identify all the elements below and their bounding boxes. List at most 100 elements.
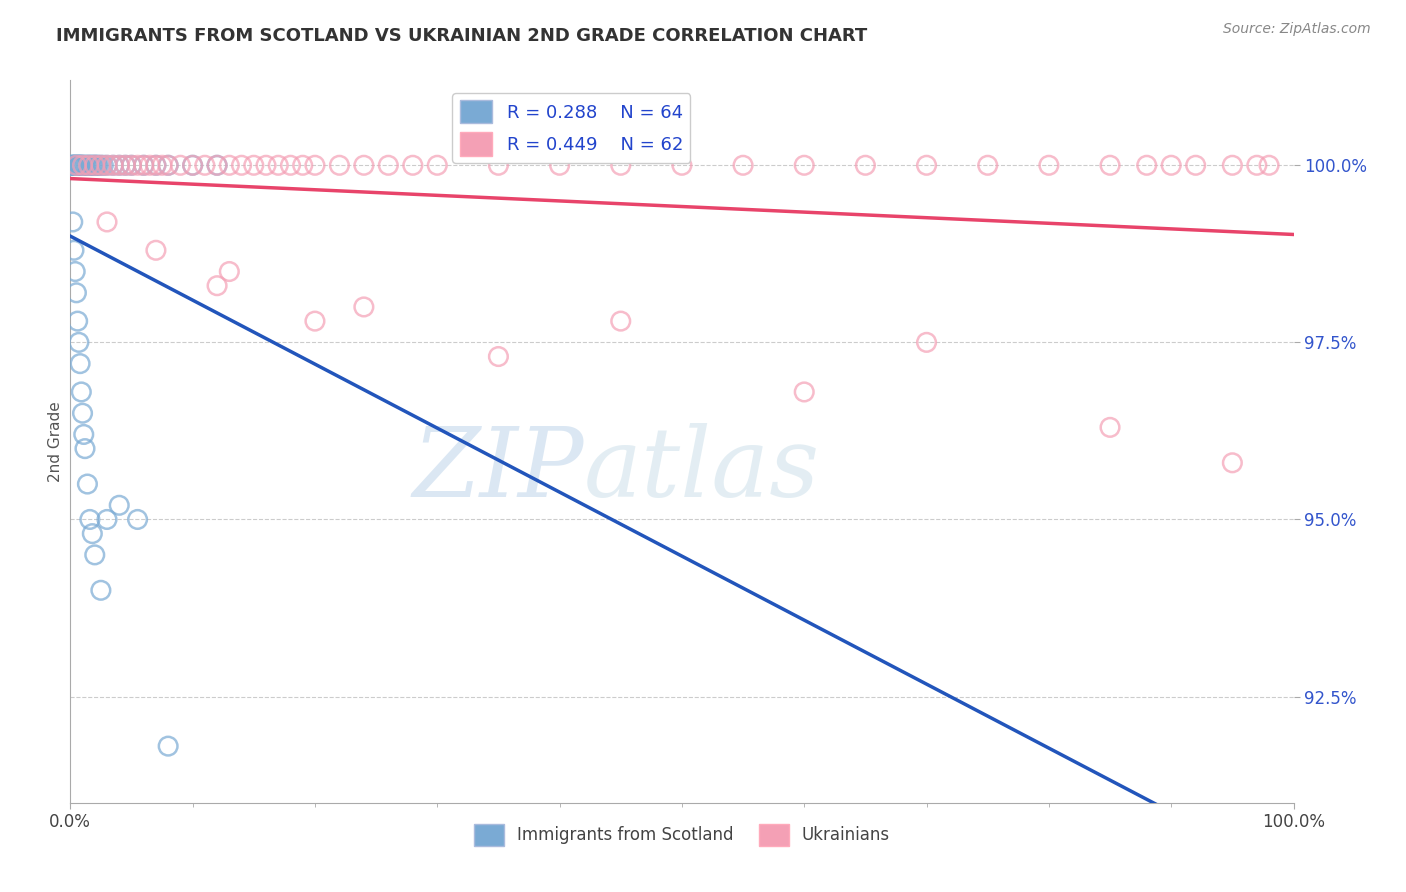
Point bbox=[72, 158, 94, 172]
Point bbox=[1220, 158, 1243, 172]
Point bbox=[1038, 158, 1060, 172]
Point bbox=[90, 158, 112, 172]
Point bbox=[60, 158, 83, 172]
Point bbox=[73, 427, 96, 442]
Point bbox=[733, 158, 755, 172]
Point bbox=[181, 158, 204, 172]
Point bbox=[205, 158, 228, 172]
Point bbox=[96, 215, 118, 229]
Point bbox=[157, 158, 180, 172]
Point bbox=[377, 158, 399, 172]
Point bbox=[610, 314, 633, 328]
Point bbox=[66, 314, 89, 328]
Point bbox=[291, 158, 314, 172]
Point bbox=[267, 158, 290, 172]
Point bbox=[90, 158, 112, 172]
Point bbox=[114, 158, 136, 172]
Point bbox=[488, 158, 510, 172]
Point bbox=[218, 264, 240, 278]
Point bbox=[69, 158, 91, 172]
Point bbox=[62, 158, 84, 172]
Point bbox=[67, 158, 90, 172]
Point bbox=[231, 158, 253, 172]
Point bbox=[548, 158, 571, 172]
Point bbox=[76, 477, 98, 491]
Point bbox=[915, 158, 938, 172]
Point bbox=[254, 158, 277, 172]
Point bbox=[243, 158, 266, 172]
Point bbox=[610, 158, 633, 172]
Point bbox=[108, 498, 131, 512]
Point bbox=[108, 158, 131, 172]
Point bbox=[976, 158, 998, 172]
Point bbox=[194, 158, 217, 172]
Point bbox=[855, 158, 877, 172]
Point bbox=[60, 158, 83, 172]
Point bbox=[70, 384, 93, 399]
Point bbox=[132, 158, 155, 172]
Point bbox=[145, 158, 167, 172]
Point bbox=[304, 158, 326, 172]
Point bbox=[793, 158, 815, 172]
Point bbox=[1258, 158, 1281, 172]
Point bbox=[793, 384, 815, 399]
Text: IMMIGRANTS FROM SCOTLAND VS UKRAINIAN 2ND GRADE CORRELATION CHART: IMMIGRANTS FROM SCOTLAND VS UKRAINIAN 2N… bbox=[56, 27, 868, 45]
Point bbox=[402, 158, 425, 172]
Point bbox=[353, 158, 375, 172]
Point bbox=[108, 158, 131, 172]
Point bbox=[63, 158, 86, 172]
Point bbox=[66, 158, 89, 172]
Point bbox=[127, 158, 149, 172]
Point bbox=[157, 739, 180, 753]
Point bbox=[73, 158, 96, 172]
Point bbox=[205, 158, 228, 172]
Point bbox=[127, 512, 149, 526]
Point bbox=[67, 158, 90, 172]
Point bbox=[488, 350, 510, 364]
Point bbox=[82, 526, 104, 541]
Y-axis label: 2nd Grade: 2nd Grade bbox=[48, 401, 63, 482]
Point bbox=[90, 583, 112, 598]
Point bbox=[91, 158, 114, 172]
Point bbox=[426, 158, 449, 172]
Point bbox=[69, 158, 91, 172]
Point bbox=[72, 158, 94, 172]
Point bbox=[65, 158, 87, 172]
Point bbox=[63, 158, 86, 172]
Text: ZIP: ZIP bbox=[413, 424, 583, 517]
Point bbox=[218, 158, 240, 172]
Point bbox=[63, 158, 86, 172]
Point bbox=[84, 158, 107, 172]
Point bbox=[62, 215, 84, 229]
Point bbox=[205, 278, 228, 293]
Point bbox=[70, 158, 93, 172]
Point bbox=[66, 158, 89, 172]
Text: Source: ZipAtlas.com: Source: ZipAtlas.com bbox=[1223, 22, 1371, 37]
Point bbox=[915, 335, 938, 350]
Point bbox=[145, 244, 167, 258]
Point bbox=[671, 158, 693, 172]
Point bbox=[65, 158, 87, 172]
Point bbox=[101, 158, 124, 172]
Point bbox=[86, 158, 108, 172]
Point bbox=[76, 158, 98, 172]
Point bbox=[69, 158, 91, 172]
Point bbox=[1220, 456, 1243, 470]
Point bbox=[79, 512, 101, 526]
Point bbox=[96, 512, 118, 526]
Point bbox=[83, 158, 105, 172]
Legend: Immigrants from Scotland, Ukrainians: Immigrants from Scotland, Ukrainians bbox=[467, 818, 897, 852]
Point bbox=[169, 158, 191, 172]
Point bbox=[75, 158, 97, 172]
Point bbox=[121, 158, 143, 172]
Point bbox=[145, 158, 167, 172]
Point bbox=[101, 158, 124, 172]
Point bbox=[79, 158, 101, 172]
Point bbox=[121, 158, 143, 172]
Point bbox=[96, 158, 118, 172]
Point bbox=[83, 158, 105, 172]
Point bbox=[181, 158, 204, 172]
Text: atlas: atlas bbox=[583, 424, 820, 517]
Point bbox=[96, 158, 118, 172]
Point bbox=[1136, 158, 1159, 172]
